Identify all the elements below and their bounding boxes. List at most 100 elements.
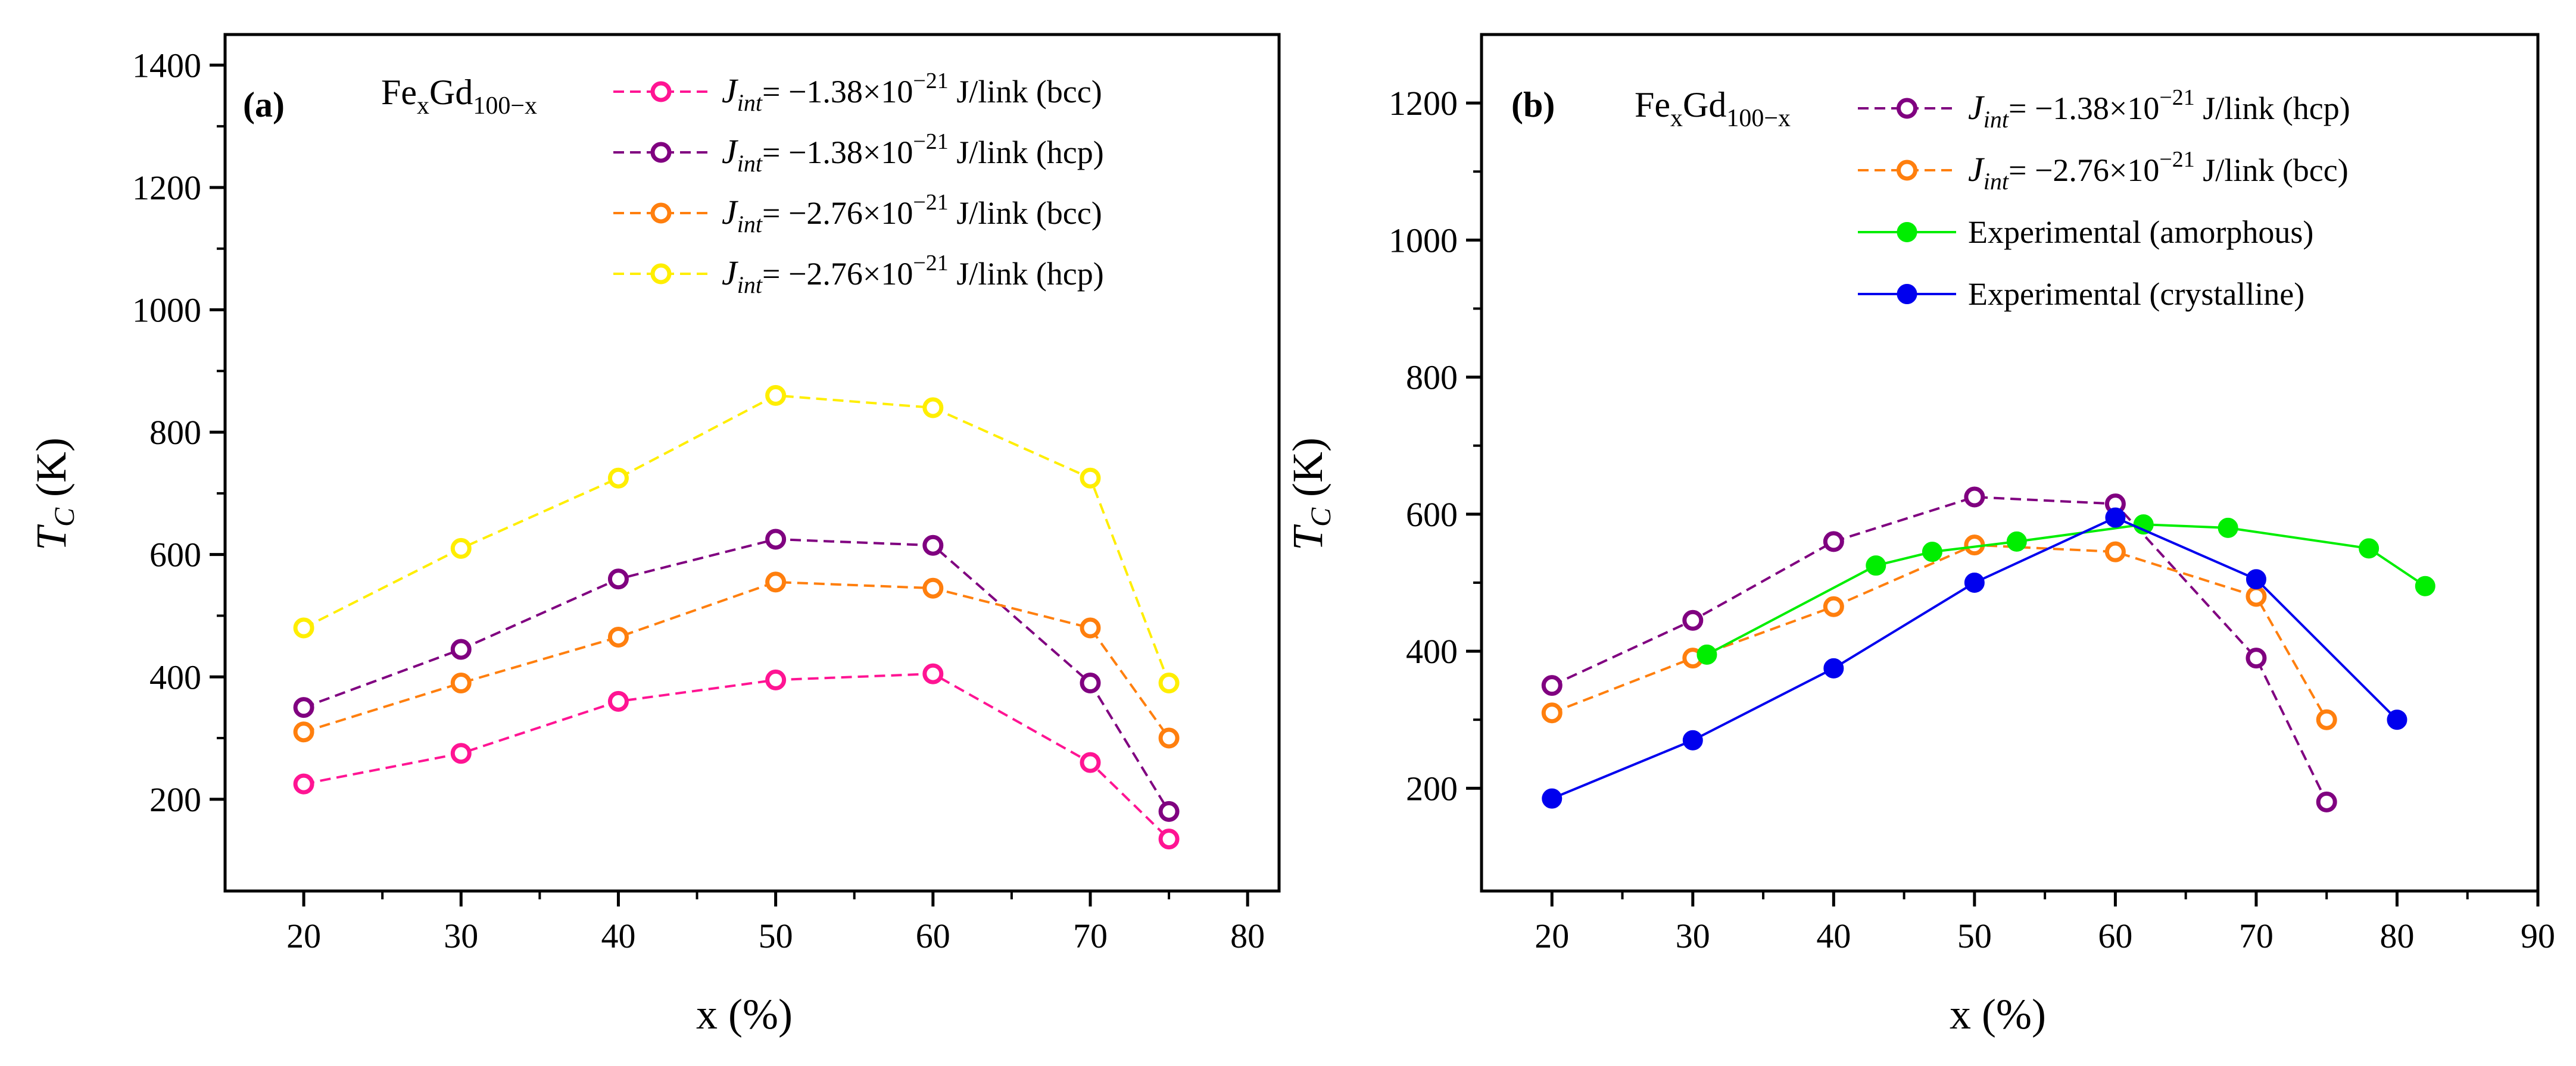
series-0 [293,663,1180,850]
x-tick-label: 70 [2239,917,2274,955]
x-tick-label: 70 [1073,917,1108,955]
data-point [2105,507,2126,528]
series-3 [293,384,1180,694]
x-axis-label: x (%) [1950,990,2046,1038]
x-axis-label: x (%) [696,990,793,1038]
data-point [1158,673,1180,694]
data-point [922,577,944,599]
data-point [2359,538,2379,559]
data-point [1866,555,1886,576]
y-tick-label: 600 [149,536,201,574]
legend-marker [650,202,672,224]
data-point [1964,486,1985,508]
series-2 [1696,514,2435,665]
legend-label: Jint= −2.76×10−21 J/link (hcp) [722,251,1104,298]
y-tick-label: 800 [1406,358,1458,397]
data-point [1080,467,1101,489]
x-tick-label: 20 [286,917,321,955]
data-point [450,639,472,660]
legend-label: Experimental (amorphous) [1968,214,2313,250]
series-1 [1541,534,2337,730]
x-tick-label: 20 [1535,917,1569,955]
data-point [450,673,472,694]
data-point [1541,702,1563,724]
legend-label: Experimental (crystalline) [1968,276,2304,312]
series-line [303,394,1170,684]
data-point [765,571,787,593]
legend-label: Jint= −1.38×10−21 J/link (hcp) [1968,85,2350,133]
x-tick-label: 50 [759,917,793,955]
panel-label: (a) [243,85,285,124]
data-point [2246,648,2267,669]
data-point [607,568,629,590]
data-point [2133,514,2154,535]
series-0 [1541,486,2337,812]
legend-entry: Jint= −2.76×10−21 J/link (bcc) [613,190,1102,237]
legend-entry: Jint= −1.38×10−21 J/link (hcp) [1858,85,2350,133]
y-tick-label: 1200 [132,168,201,207]
legend-marker [1897,160,1917,181]
data-point [607,690,629,712]
data-point [1080,752,1101,773]
data-point [2415,576,2435,596]
legend-entry: Experimental (crystalline) [1858,276,2304,312]
y-tick-label: 200 [1406,769,1458,808]
series-line [303,537,1170,812]
data-point [2246,569,2266,590]
x-tick-label: 50 [1957,917,1992,955]
data-point [2104,541,2126,562]
y-axis-label: TC (K) [27,437,80,551]
legend-marker [1897,284,1917,304]
y-tick-label: 200 [149,780,201,819]
legend-label: Jint= −2.76×10−21 J/link (bcc) [722,190,1102,237]
data-point [293,617,314,639]
panel-label: (b) [1511,85,1555,124]
series-1 [293,529,1180,822]
data-point [607,467,629,489]
x-tick-label: 90 [2521,917,2555,955]
data-point [1823,658,1844,679]
data-point [293,773,314,795]
legend-label: Jint= −2.76×10−21 J/link (bcc) [1968,147,2349,195]
data-point [450,743,472,764]
x-tick-label: 60 [2098,917,2132,955]
x-tick-label: 80 [1230,917,1265,955]
x-tick-label: 60 [916,917,950,955]
data-point [1158,727,1180,749]
data-point [922,397,944,418]
series-line [1706,523,2426,656]
data-point [1922,542,1942,562]
legend-marker [650,81,672,102]
series-line [1551,496,2328,803]
data-point [1542,788,1563,809]
y-tick-label: 400 [1406,632,1458,671]
data-point [607,626,629,648]
legend-entry: Jint= −1.38×10−21 J/link (hcp) [613,129,1104,177]
data-point [293,697,314,718]
y-axis-label: TC (K) [1284,437,1337,551]
series-line [1551,543,2328,721]
data-point [2006,531,2027,552]
data-point [1158,801,1180,822]
alloy-label: FexGd100−x [381,73,537,120]
data-point [1823,596,1844,617]
data-point [765,529,787,550]
y-tick-label: 400 [149,658,201,696]
x-tick-label: 40 [601,917,635,955]
x-tick-label: 40 [1816,917,1851,955]
legend-entry: Jint= −2.76×10−21 J/link (bcc) [1858,147,2349,195]
data-point [1080,617,1101,639]
legend-marker [1897,98,1917,119]
data-point [2218,517,2238,538]
panel-a: 20 30 40 50 60 70 80 200 400 600 800 1000 1200 1400 x … [27,33,1281,1038]
legend-marker [650,142,672,163]
legend-label: Jint= −1.38×10−21 J/link (hcp) [722,129,1104,177]
data-point [1682,609,1704,631]
plot-frame [223,33,1281,893]
alloy-label: FexGd100−x [1635,85,1791,132]
data-point [1823,531,1844,552]
x-tick-label: 80 [2379,917,2414,955]
legend-entry: Jint= −1.38×10−21 J/link (bcc) [613,68,1102,116]
y-tick-label: 1200 [1389,84,1458,123]
data-point [2316,791,2337,812]
